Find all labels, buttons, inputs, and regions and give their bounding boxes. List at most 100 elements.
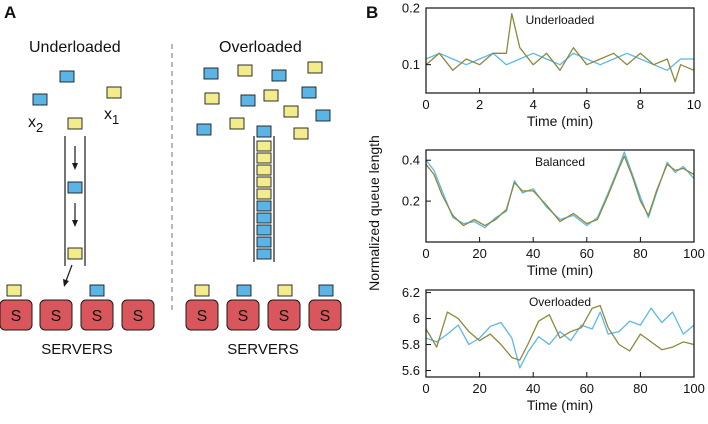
server-label: S bbox=[92, 308, 103, 325]
servers-label: SERVERS bbox=[227, 341, 298, 358]
chart-title: Underloaded bbox=[526, 13, 595, 27]
queued-job bbox=[256, 188, 272, 200]
server-label: S bbox=[51, 308, 62, 325]
server-box bbox=[0, 299, 33, 331]
server-box bbox=[267, 299, 301, 331]
x-tick-label: 2 bbox=[476, 97, 483, 112]
y-tick-label: 6 bbox=[413, 311, 420, 326]
x-tick-label: 10 bbox=[687, 97, 701, 112]
series-line-olive bbox=[425, 155, 695, 227]
x-tick-label: 100 bbox=[683, 246, 705, 261]
next-job bbox=[67, 117, 83, 130]
server: S bbox=[185, 299, 219, 331]
queued-job bbox=[256, 152, 272, 164]
waiting-job bbox=[263, 89, 279, 102]
queued-job bbox=[256, 176, 272, 188]
y-axis-label: Normalized queue length bbox=[366, 135, 382, 291]
chart-title: Balanced bbox=[535, 155, 585, 169]
queued-job bbox=[256, 248, 272, 260]
arrow-head bbox=[72, 163, 78, 170]
x1-label: x1 bbox=[104, 106, 119, 127]
x-axis-label: Time (min) bbox=[527, 262, 593, 278]
chart-overloaded: 0 20 40 60 80 100 5.6 5.8 6 6.2 Time (min) Overload… bbox=[402, 285, 705, 413]
plot-frame bbox=[425, 289, 695, 378]
series-line-blue bbox=[425, 307, 695, 369]
job-in-service bbox=[236, 284, 252, 297]
queued-job bbox=[256, 212, 272, 224]
server-box bbox=[185, 299, 219, 331]
queued-job bbox=[67, 181, 83, 194]
job-x2 bbox=[32, 93, 48, 106]
x-tick-label: 4 bbox=[530, 97, 537, 112]
waiting-job bbox=[204, 92, 220, 105]
x-tick-label: 60 bbox=[580, 381, 594, 396]
x-tick-label: 60 bbox=[580, 246, 594, 261]
server: S bbox=[226, 299, 260, 331]
job-in-service bbox=[277, 284, 293, 297]
series-line-blue bbox=[425, 52, 694, 71]
x-tick-label: 6 bbox=[583, 97, 590, 112]
queue-stack bbox=[256, 140, 272, 260]
series-line-olive bbox=[425, 304, 695, 361]
x-tick-label: 40 bbox=[526, 246, 540, 261]
plot-frame bbox=[425, 149, 695, 243]
panel-a: A Underloaded Overloaded x2 x1 bbox=[0, 3, 342, 358]
arrow-head bbox=[63, 279, 69, 287]
panel-b: B Normalized queue length 0 2 4 6 8 10 0.1 0.2 T… bbox=[366, 1, 705, 414]
job-in-service bbox=[89, 284, 105, 297]
series-line-olive bbox=[425, 13, 695, 83]
server-label: S bbox=[238, 308, 249, 325]
waiting-job bbox=[229, 117, 245, 130]
x-tick-label: 0 bbox=[422, 246, 429, 261]
server: S bbox=[121, 299, 155, 331]
job-x1 bbox=[106, 86, 122, 99]
chart-title: Overloaded bbox=[529, 295, 591, 309]
waiting-job bbox=[59, 70, 75, 83]
y-tick-label: 0.1 bbox=[402, 57, 420, 72]
x-tick-label: 8 bbox=[637, 97, 644, 112]
server-label: S bbox=[133, 308, 144, 325]
queued-job bbox=[256, 236, 272, 248]
waiting-job bbox=[301, 86, 317, 99]
waiting-job bbox=[196, 123, 212, 136]
x-tick-label: 0 bbox=[422, 97, 429, 112]
server-box bbox=[226, 299, 260, 331]
server-label: S bbox=[279, 308, 290, 325]
waiting-job bbox=[237, 64, 253, 77]
panel-letter-b: B bbox=[366, 3, 378, 22]
y-tick-label: 5.6 bbox=[402, 363, 420, 378]
server: S bbox=[308, 299, 342, 331]
x-tick-label: 20 bbox=[472, 246, 486, 261]
queued-job bbox=[256, 140, 272, 152]
queued-job bbox=[67, 247, 83, 260]
y-tick-label: 0.2 bbox=[402, 194, 420, 209]
waiting-job bbox=[307, 61, 323, 74]
server: S bbox=[80, 299, 114, 331]
x-axis-label: Time (min) bbox=[527, 113, 593, 129]
waiting-job bbox=[271, 69, 287, 82]
x-tick-label: 80 bbox=[633, 246, 647, 261]
overloaded-diagram: S S S S SERVERS bbox=[185, 61, 342, 358]
server-box bbox=[121, 299, 155, 331]
underloaded-diagram: x2 x1 S S S bbox=[0, 70, 155, 358]
y-tick-label: 0.4 bbox=[402, 153, 420, 168]
x2-label: x2 bbox=[28, 114, 43, 135]
server-label: S bbox=[197, 308, 208, 325]
x-tick-label: 40 bbox=[526, 381, 540, 396]
dispatch-arrow bbox=[65, 264, 73, 282]
server-label: S bbox=[11, 308, 22, 325]
waiting-job bbox=[293, 127, 309, 140]
underloaded-heading: Underloaded bbox=[29, 39, 121, 56]
server-box bbox=[39, 299, 73, 331]
chart-underloaded: 0 2 4 6 8 10 0.1 0.2 Time (min) Underloaded bbox=[402, 1, 701, 130]
chart-balanced: 0 20 40 60 80 100 0.2 0.4 Time (min) Balanced bbox=[402, 149, 705, 278]
server: S bbox=[267, 299, 301, 331]
waiting-job bbox=[203, 67, 219, 80]
job-in-service bbox=[194, 284, 210, 297]
server: S bbox=[0, 299, 33, 331]
arrow-head bbox=[72, 220, 78, 227]
job-in-service bbox=[318, 284, 334, 297]
waiting-job bbox=[240, 94, 256, 107]
server: S bbox=[39, 299, 73, 331]
